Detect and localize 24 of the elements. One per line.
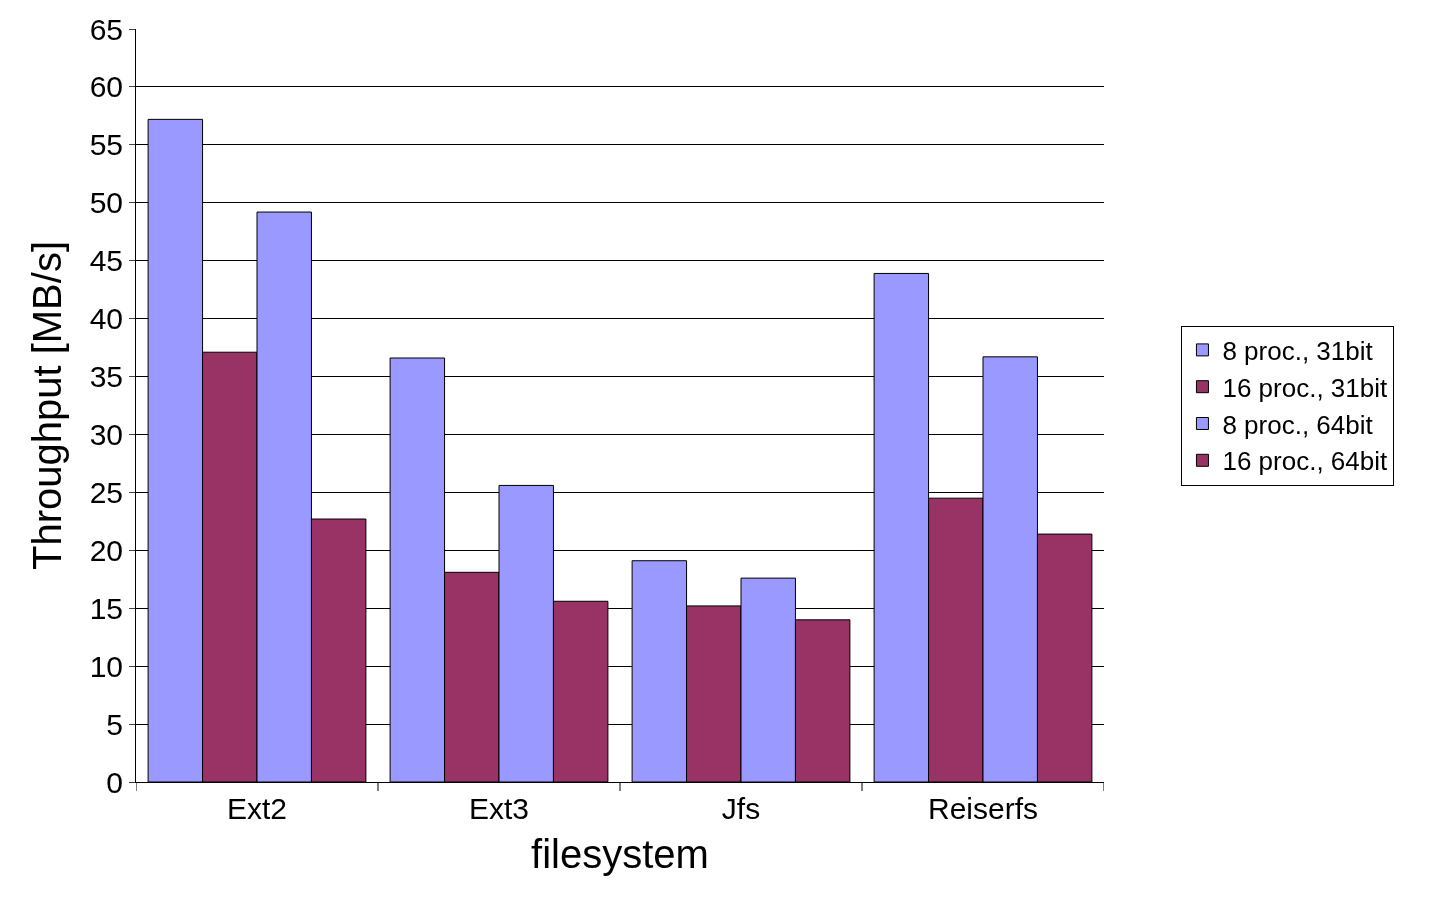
x-tick-label: Reiserfs <box>927 792 1039 825</box>
y-axis-title: Throughput [MB/s] <box>25 240 70 571</box>
y-tick-label: 40 <box>89 302 123 336</box>
x-tick-label: Ext3 <box>468 792 530 825</box>
y-tick-label: 25 <box>89 475 123 509</box>
y-tick-label: 20 <box>89 533 123 567</box>
legend-label: 8 proc., 64bit <box>1222 409 1374 440</box>
y-tick-label: 0 <box>106 765 123 799</box>
y-tick-label: 50 <box>89 186 123 220</box>
y-tick-label: 10 <box>89 649 123 683</box>
x-tick-label: Jfs <box>721 792 761 825</box>
y-tick-label: 65 <box>89 12 123 46</box>
y-tick-label: 5 <box>106 707 123 741</box>
x-axis-title: filesystem <box>531 831 709 876</box>
y-tick-label: 45 <box>89 244 123 278</box>
y-tick-label: 35 <box>89 360 123 394</box>
y-tick-label: 15 <box>89 591 123 625</box>
y-tick-label: 30 <box>89 417 123 451</box>
legend-label: 16 proc., 31bit <box>1222 372 1388 403</box>
y-tick-label: 55 <box>89 128 123 162</box>
x-tick-label: Ext2 <box>226 792 288 825</box>
legend-label: 8 proc., 31bit <box>1222 336 1374 367</box>
y-tick-label: 60 <box>89 70 123 104</box>
legend-label: 16 proc., 64bit <box>1222 446 1388 477</box>
